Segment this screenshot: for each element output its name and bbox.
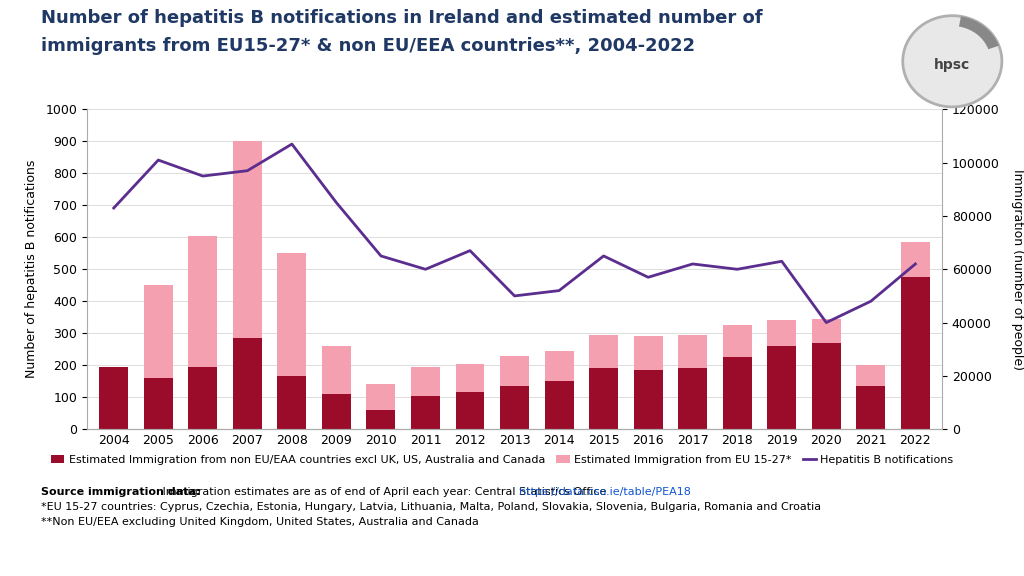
- Bar: [545, 351, 573, 381]
- Text: immigrants from EU15-27* & non EU/EEA countries**, 2004-2022: immigrants from EU15-27* & non EU/EEA co…: [41, 37, 695, 55]
- Bar: [367, 410, 395, 429]
- Bar: [143, 378, 173, 429]
- Bar: [767, 320, 797, 346]
- Bar: [278, 376, 306, 429]
- Bar: [856, 386, 886, 429]
- Bar: [188, 367, 217, 429]
- Wedge shape: [958, 16, 998, 49]
- Bar: [678, 369, 708, 429]
- Bar: [634, 336, 663, 370]
- Bar: [411, 367, 440, 396]
- Bar: [322, 346, 351, 394]
- Text: Immigration estimates are as of end of April each year: Central Statistics Offic: Immigration estimates are as of end of A…: [159, 487, 609, 497]
- Bar: [589, 369, 618, 429]
- Bar: [767, 346, 797, 429]
- Bar: [322, 394, 351, 429]
- Bar: [456, 363, 484, 392]
- Bar: [232, 141, 262, 338]
- Bar: [500, 355, 529, 386]
- Y-axis label: Number of hepatitis B notifications: Number of hepatitis B notifications: [26, 160, 39, 378]
- Bar: [901, 242, 930, 277]
- Bar: [456, 392, 484, 429]
- Text: *EU 15-27 countries: Cyprus, Czechia, Estonia, Hungary, Latvia, Lithuania, Malta: *EU 15-27 countries: Cyprus, Czechia, Es…: [41, 502, 821, 512]
- Text: Source immigration data:: Source immigration data:: [41, 487, 201, 497]
- Text: Number of hepatitis B notifications in Ireland and estimated number of: Number of hepatitis B notifications in I…: [41, 9, 763, 26]
- Bar: [634, 370, 663, 429]
- Text: hpsc: hpsc: [934, 58, 971, 73]
- Bar: [188, 236, 217, 367]
- Bar: [723, 325, 752, 357]
- Y-axis label: Immigration (number of people): Immigration (number of people): [1011, 169, 1024, 370]
- Bar: [589, 335, 618, 369]
- Bar: [143, 285, 173, 378]
- Bar: [545, 381, 573, 429]
- Bar: [723, 357, 752, 429]
- Bar: [901, 277, 930, 429]
- Bar: [812, 319, 841, 343]
- Bar: [500, 386, 529, 429]
- Circle shape: [903, 16, 1001, 107]
- Bar: [232, 338, 262, 429]
- Text: **Non EU/EEA excluding United Kingdom, United States, Australia and Canada: **Non EU/EEA excluding United Kingdom, U…: [41, 517, 479, 527]
- Bar: [856, 365, 886, 386]
- Bar: [367, 384, 395, 410]
- Bar: [678, 335, 708, 369]
- Bar: [278, 253, 306, 376]
- Bar: [411, 396, 440, 429]
- Legend: Estimated Immigration from non EU/EAA countries excl UK, US, Australia and Canad: Estimated Immigration from non EU/EAA co…: [46, 451, 958, 469]
- Bar: [812, 343, 841, 429]
- Bar: [99, 367, 128, 429]
- Text: https://data.cso.ie/table/PEA18: https://data.cso.ie/table/PEA18: [519, 487, 691, 497]
